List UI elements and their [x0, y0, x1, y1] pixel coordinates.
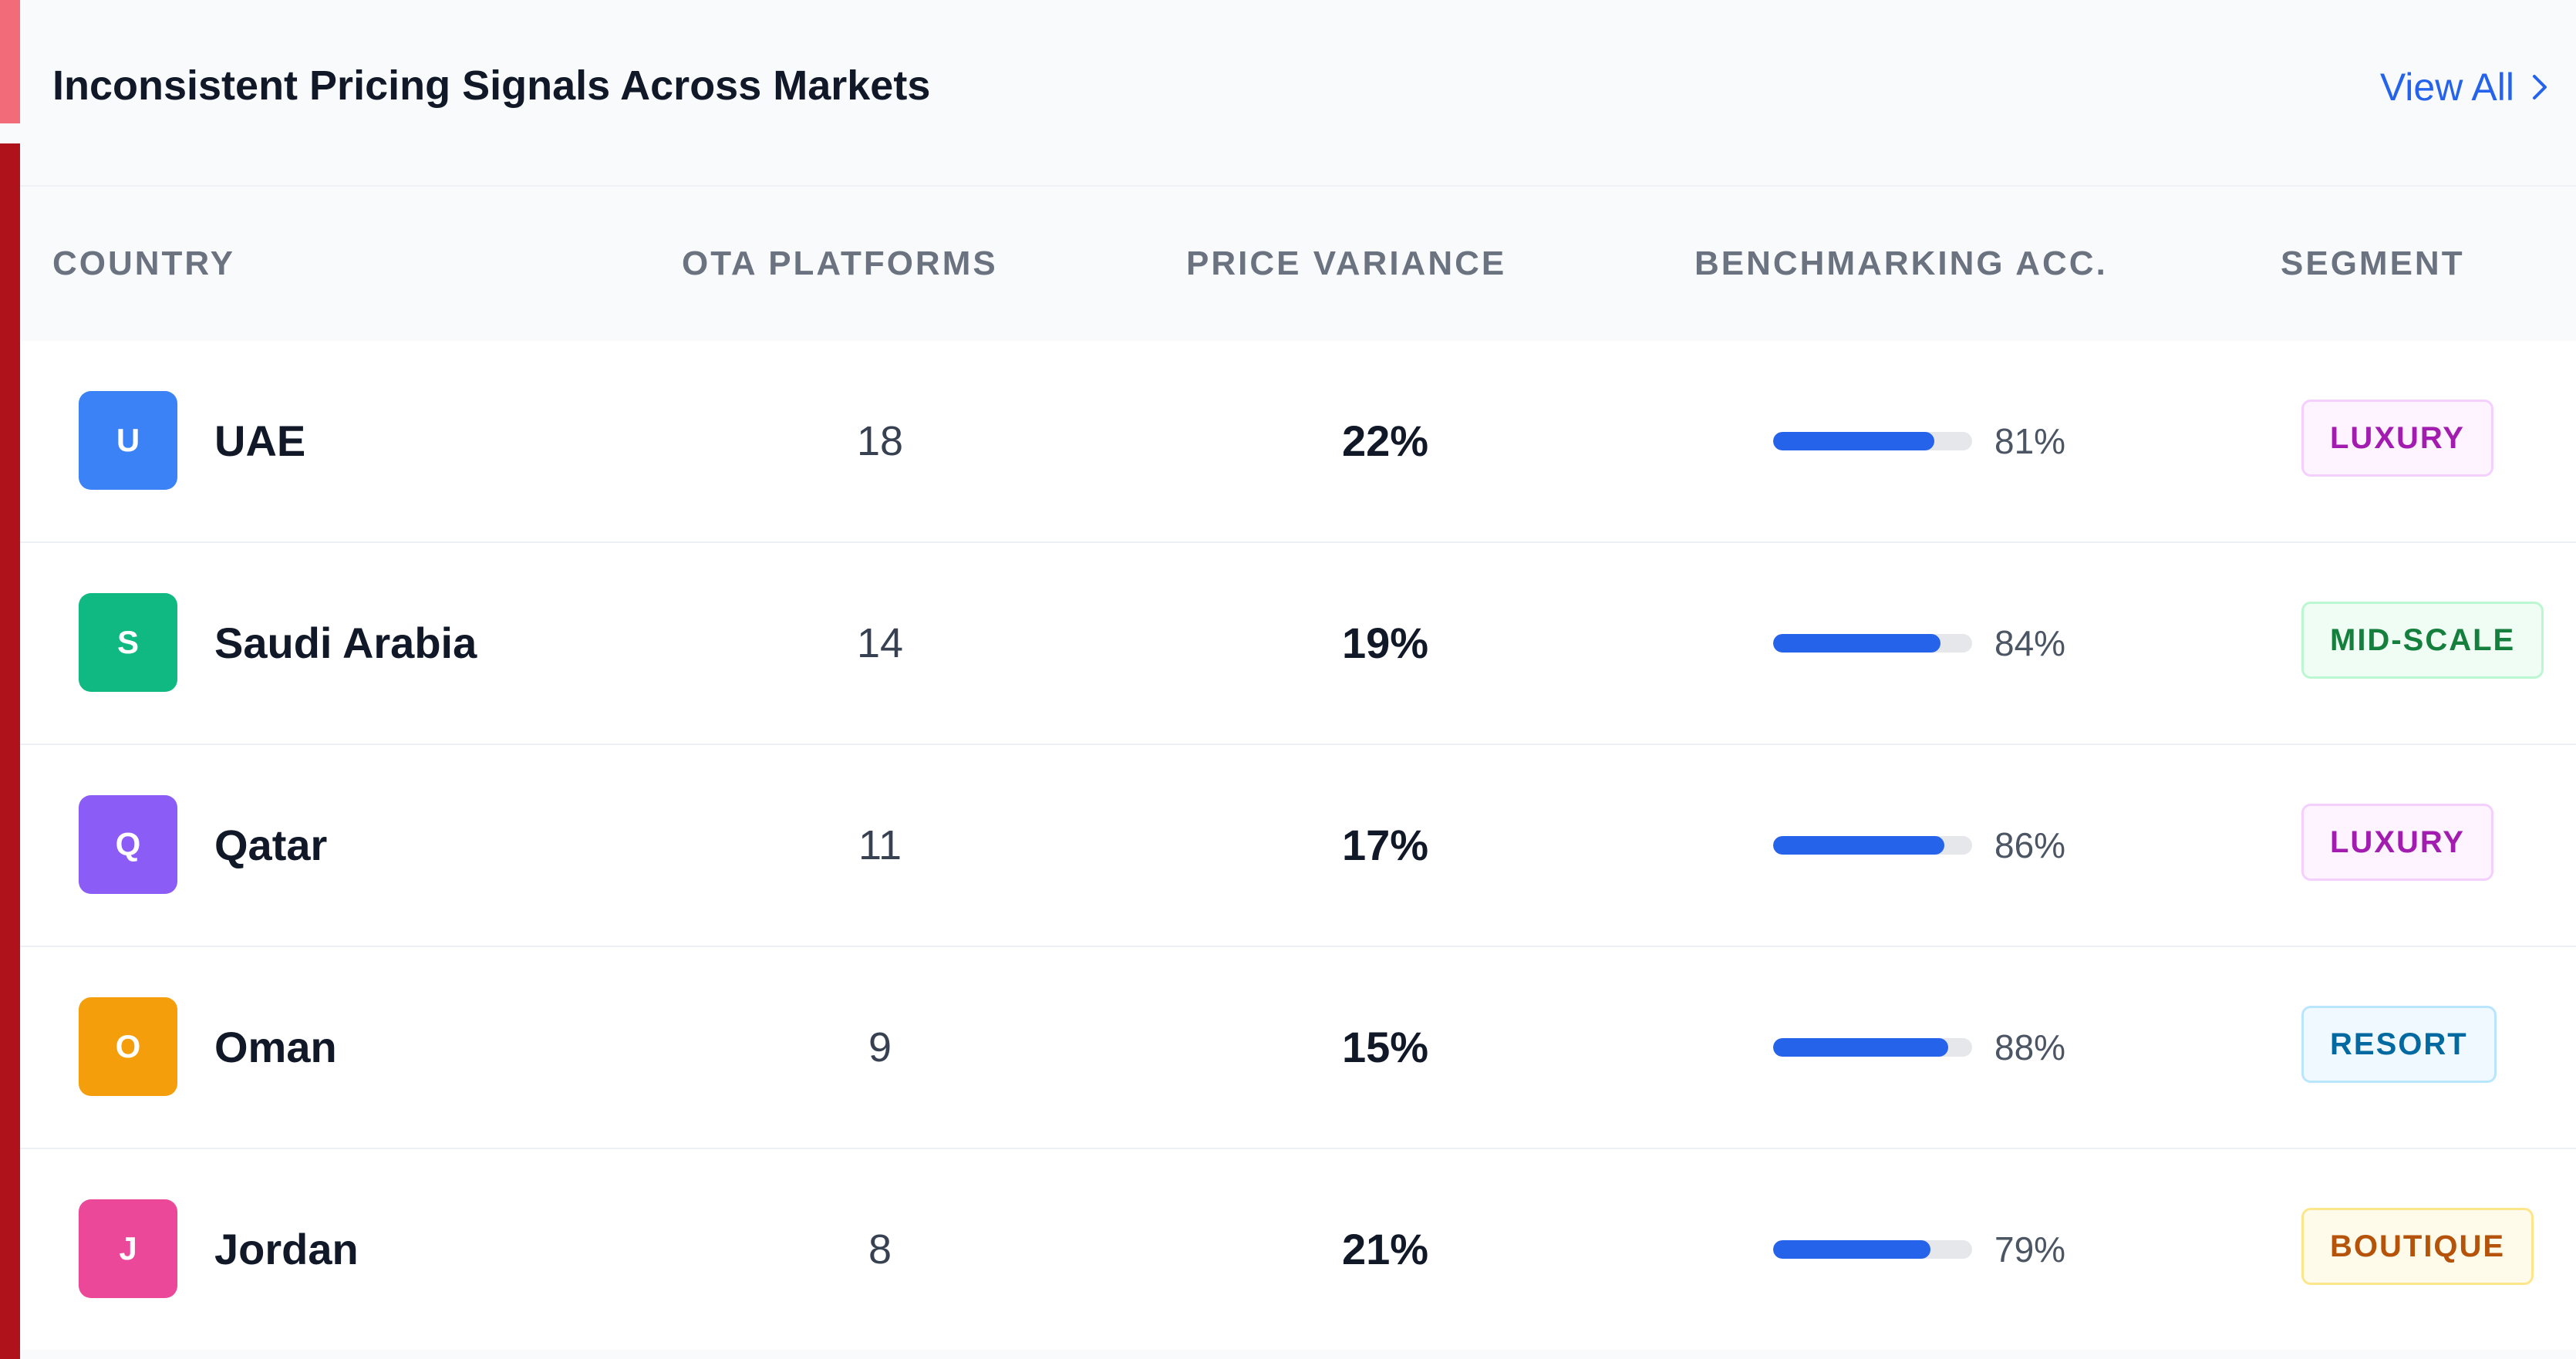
- table-row[interactable]: Q Qatar 11 17% 86% LUXURY: [20, 745, 2576, 947]
- country-name: Oman: [214, 1023, 337, 1071]
- price-variance-value: 22%: [1341, 416, 1429, 465]
- benchmarking-progress-bar: [1773, 432, 1972, 450]
- table-row[interactable]: S Saudi Arabia 14 19% 84% MID-SCALE: [20, 543, 2576, 745]
- accent-strip: [0, 143, 20, 1359]
- card-title: Inconsistent Pricing Signals Across Mark…: [52, 62, 931, 109]
- country-avatar: O: [79, 997, 177, 1096]
- country-avatar: U: [79, 391, 177, 490]
- benchmarking-progress-fill: [1773, 634, 1940, 653]
- column-header-benchmarking: BENCHMARKING ACC.: [1694, 244, 2108, 282]
- ota-platforms-value: 9: [868, 1024, 892, 1071]
- segment-badge: RESORT: [2301, 1006, 2497, 1083]
- benchmarking-progress-fill: [1773, 1038, 1949, 1057]
- price-variance-value: 19%: [1341, 619, 1429, 667]
- segment-badge: LUXURY: [2301, 804, 2493, 881]
- benchmarking-progress-fill: [1773, 1240, 1930, 1259]
- benchmarking-value: 88%: [1994, 1027, 2066, 1067]
- segment-badge: BOUTIQUE: [2301, 1208, 2534, 1285]
- benchmarking-value: 79%: [1994, 1229, 2066, 1270]
- country-avatar: J: [79, 1199, 177, 1298]
- pricing-signals-card: Inconsistent Pricing Signals Across Mark…: [20, 0, 2576, 1350]
- benchmarking-value: 84%: [1994, 623, 2066, 663]
- segment-badge: LUXURY: [2301, 400, 2493, 477]
- table-row[interactable]: O Oman 9 15% 88% RESORT: [20, 947, 2576, 1149]
- benchmarking-progress-fill: [1773, 432, 1934, 450]
- country-name: UAE: [214, 416, 306, 465]
- country-avatar: S: [79, 593, 177, 692]
- column-header-country: COUNTRY: [52, 244, 235, 282]
- country-name: Jordan: [214, 1225, 359, 1273]
- column-header-segment: SEGMENT: [2281, 244, 2465, 282]
- price-variance-value: 21%: [1341, 1225, 1429, 1273]
- table-row[interactable]: J Jordan 8 21% 79% BOUTIQUE: [20, 1149, 2576, 1350]
- ota-platforms-value: 11: [858, 822, 902, 868]
- card-header: Inconsistent Pricing Signals Across Mark…: [20, 0, 2576, 187]
- view-all-link[interactable]: View All: [2380, 65, 2548, 110]
- price-variance-value: 15%: [1341, 1023, 1429, 1071]
- benchmarking-progress-bar: [1773, 634, 1972, 653]
- column-header-ota-platforms: OTA PLATFORMS: [682, 244, 998, 282]
- benchmarking-progress-fill: [1773, 836, 1944, 855]
- country-avatar: Q: [79, 795, 177, 894]
- ota-platforms-value: 18: [856, 418, 904, 464]
- segment-badge: MID-SCALE: [2301, 602, 2544, 679]
- ota-platforms-value: 8: [868, 1226, 892, 1273]
- benchmarking-value: 86%: [1994, 825, 2066, 865]
- benchmarking-progress-bar: [1773, 1038, 1972, 1057]
- price-variance-value: 17%: [1341, 821, 1429, 869]
- table-row[interactable]: U UAE 18 22% 81% LUXURY: [20, 341, 2576, 543]
- column-header-price-variance: PRICE VARIANCE: [1186, 244, 1507, 282]
- country-name: Saudi Arabia: [214, 619, 477, 667]
- benchmarking-progress-bar: [1773, 836, 1972, 855]
- country-name: Qatar: [214, 821, 328, 869]
- benchmarking-value: 81%: [1994, 421, 2066, 461]
- view-all-label: View All: [2379, 66, 2514, 109]
- table-header: COUNTRY OTA PLATFORMS PRICE VARIANCE BEN…: [20, 187, 2576, 341]
- chevron-right-icon: [2531, 73, 2548, 101]
- benchmarking-progress-bar: [1773, 1240, 1972, 1259]
- ota-platforms-value: 14: [856, 620, 904, 666]
- accent-strip-top: [0, 0, 20, 123]
